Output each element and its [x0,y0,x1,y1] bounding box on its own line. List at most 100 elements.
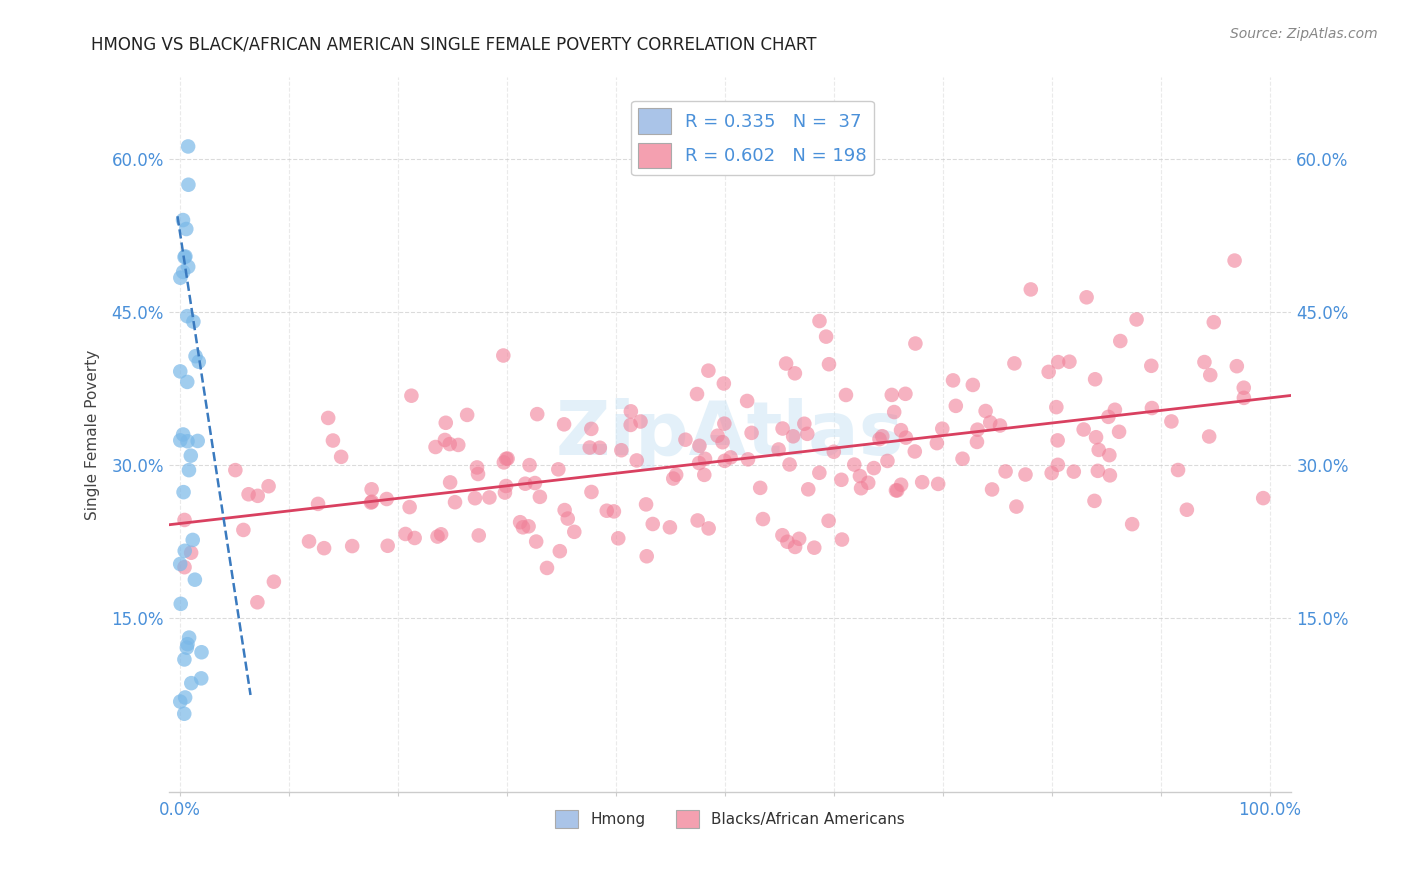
Point [361,494,384,508]
Point [1014,467,1036,482]
Point [360,483,382,497]
Point [1097,409,1119,424]
Point [314,541,336,556]
Point [1233,381,1256,395]
Point [176,309,198,323]
Point [849,469,872,483]
Point [1194,355,1216,369]
Point [509,515,531,529]
Point [1199,368,1222,382]
Point [988,418,1011,433]
Point [1125,312,1147,326]
Point [172,427,194,442]
Point [1083,494,1105,508]
Point [776,534,799,549]
Point [180,546,202,560]
Point [589,441,612,455]
Point [927,477,949,491]
Point [1121,517,1143,532]
Point [433,433,456,447]
Point [523,476,546,491]
Point [974,404,997,418]
Point [529,490,551,504]
Point [548,544,571,558]
Point [1233,391,1256,405]
Point [174,250,197,264]
Point [911,475,934,490]
Point [808,466,831,480]
Point [377,539,399,553]
Point [173,560,195,574]
Point [1140,359,1163,373]
Point [1202,315,1225,329]
Point [880,388,903,402]
Point [1059,354,1081,368]
Point [1045,400,1067,414]
Point [173,544,195,558]
Point [360,495,382,509]
Legend: Hmong, Blacks/African Americans: Hmong, Blacks/African Americans [550,804,911,834]
Point [173,652,195,666]
Point [553,417,575,432]
Point [187,434,209,448]
Point [1223,253,1246,268]
Point [686,387,709,401]
Point [752,512,775,526]
Point [1046,458,1069,472]
Point [981,483,1004,497]
Point [797,483,820,497]
Point [675,433,697,447]
Point [177,463,200,477]
Point [1167,463,1189,477]
Point [1047,355,1070,369]
Point [1109,334,1132,348]
Point [187,355,209,369]
Text: Source: ZipAtlas.com: Source: ZipAtlas.com [1230,27,1378,41]
Point [720,450,742,465]
Point [796,426,818,441]
Point [770,528,793,542]
Point [1226,359,1249,374]
Point [665,467,688,482]
Point [849,481,872,495]
Point [322,434,344,448]
Point [1104,402,1126,417]
Point [869,432,891,446]
Point [173,706,195,721]
Point [942,373,965,387]
Point [562,524,585,539]
Point [876,454,898,468]
Point [785,540,807,554]
Point [904,336,927,351]
Point [425,440,447,454]
Point [464,491,486,506]
Point [246,489,269,503]
Point [772,421,794,435]
Point [1084,372,1107,386]
Text: ZipAtlas: ZipAtlas [555,398,904,471]
Point [626,453,648,467]
Point [894,431,917,445]
Point [173,513,195,527]
Point [793,417,815,431]
Point [298,534,321,549]
Point [468,528,491,542]
Point [232,523,254,537]
Point [1063,465,1085,479]
Point [1085,430,1108,444]
Point [607,531,630,545]
Point [830,473,852,487]
Point [735,394,758,409]
Point [1098,448,1121,462]
Point [1087,442,1109,457]
Point [439,475,461,490]
Point [173,250,195,264]
Point [979,416,1001,430]
Point [808,314,831,328]
Point [1198,429,1220,443]
Point [190,645,212,659]
Point [783,367,806,381]
Point [401,389,423,403]
Point [603,504,626,518]
Point [894,387,917,401]
